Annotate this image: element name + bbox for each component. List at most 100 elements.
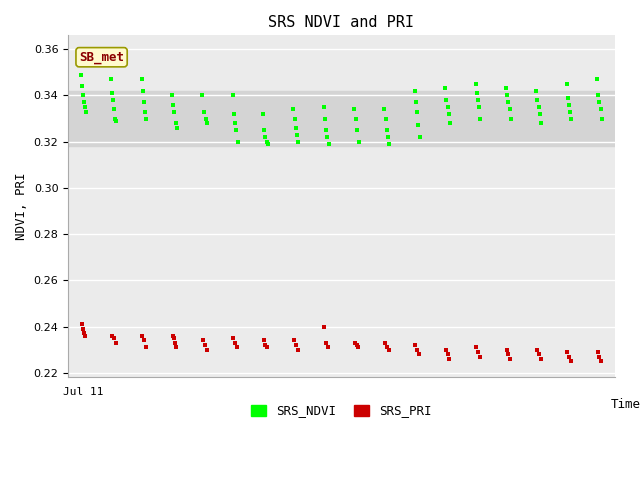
Point [79, 98, 89, 106]
Point [474, 103, 484, 111]
Point [563, 94, 573, 102]
Bar [68, 91, 614, 146]
Point [470, 80, 481, 88]
Point [109, 334, 119, 342]
Point [259, 336, 269, 344]
Point [536, 120, 546, 127]
Text: SB_met: SB_met [79, 51, 124, 64]
Point [172, 124, 182, 132]
Point [383, 346, 394, 353]
Point [532, 96, 543, 104]
Point [323, 344, 333, 351]
Point [501, 346, 511, 353]
Point [473, 348, 483, 356]
Point [502, 92, 512, 99]
Point [354, 138, 364, 145]
Point [168, 101, 179, 108]
Point [442, 350, 452, 358]
Point [381, 115, 391, 122]
Point [137, 332, 147, 340]
Point [136, 75, 147, 83]
Point [440, 84, 451, 92]
Point [596, 115, 607, 122]
Point [289, 115, 300, 122]
Point [414, 350, 424, 358]
Point [473, 96, 483, 104]
Point [80, 332, 90, 340]
Point [228, 110, 239, 118]
Point [140, 108, 150, 116]
Point [476, 115, 486, 122]
Point [106, 75, 116, 83]
Point [534, 350, 544, 358]
Point [77, 92, 88, 99]
X-axis label: Time: Time [611, 398, 640, 411]
Point [321, 126, 332, 134]
Point [288, 106, 298, 113]
Point [260, 133, 271, 141]
Title: SRS NDVI and PRI: SRS NDVI and PRI [268, 15, 414, 30]
Point [596, 358, 606, 365]
Point [170, 120, 180, 127]
Point [108, 96, 118, 104]
Point [504, 106, 515, 113]
Point [561, 80, 572, 88]
Point [382, 344, 392, 351]
Point [565, 108, 575, 116]
Point [500, 84, 511, 92]
Point [321, 339, 332, 347]
Point [141, 115, 152, 122]
Point [506, 115, 516, 122]
Point [109, 106, 119, 113]
Point [258, 110, 268, 118]
Point [170, 339, 180, 347]
Point [383, 133, 393, 141]
Point [534, 103, 544, 111]
Point [412, 346, 422, 353]
Point [291, 341, 301, 349]
Point [503, 98, 513, 106]
Point [289, 336, 299, 344]
Point [230, 120, 240, 127]
Point [260, 341, 271, 349]
Point [81, 108, 91, 116]
Point [259, 126, 269, 134]
Point [351, 115, 361, 122]
Point [110, 339, 120, 347]
Point [79, 330, 89, 337]
Point [471, 344, 481, 351]
Point [472, 89, 482, 97]
Point [170, 108, 180, 116]
Point [352, 126, 362, 134]
Point [410, 87, 420, 95]
Point [475, 353, 485, 360]
Point [595, 98, 605, 106]
Point [139, 98, 149, 106]
Point [292, 131, 302, 139]
Point [111, 117, 121, 125]
Legend: SRS_NDVI, SRS_PRI: SRS_NDVI, SRS_PRI [246, 399, 437, 422]
Point [262, 138, 272, 145]
Point [167, 92, 177, 99]
Point [564, 101, 574, 108]
Point [198, 336, 208, 344]
Point [380, 339, 390, 347]
Point [77, 325, 88, 333]
Point [593, 92, 604, 99]
Point [503, 350, 513, 358]
Point [531, 87, 541, 95]
Point [199, 108, 209, 116]
Point [291, 124, 301, 132]
Point [110, 115, 120, 122]
Point [76, 71, 86, 78]
Point [79, 103, 90, 111]
Point [138, 87, 148, 95]
Point [76, 321, 86, 328]
Point [535, 110, 545, 118]
Point [413, 121, 424, 129]
Point [592, 75, 602, 83]
Point [411, 98, 421, 106]
Y-axis label: NDVI, PRI: NDVI, PRI [15, 173, 28, 240]
Point [197, 92, 207, 99]
Point [228, 334, 239, 342]
